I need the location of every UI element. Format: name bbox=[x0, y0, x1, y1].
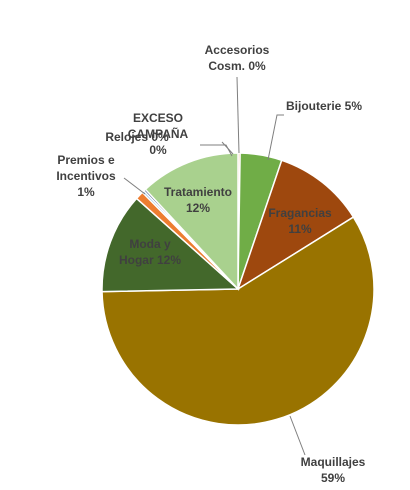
pie-slice-moda-y-hogar bbox=[101, 197, 240, 293]
slice-label: Accesorios Cosm. 0% bbox=[205, 43, 270, 73]
slice-label: Bijouterie 5% bbox=[286, 99, 362, 113]
leader-line bbox=[236, 76, 240, 154]
slice-label: Fragancias 11% bbox=[268, 206, 332, 236]
pie-slice-tratamiento bbox=[144, 152, 239, 291]
leader-line bbox=[267, 114, 284, 161]
slice-label: EXCESO CAMPAÑA 0% bbox=[128, 111, 189, 157]
pie-slice-fragancias bbox=[236, 159, 355, 291]
slice-label: Relojes 0% bbox=[105, 130, 169, 144]
pie-slice-maquillajes bbox=[101, 216, 375, 426]
leader-line bbox=[123, 177, 146, 195]
slice-label: Tratamiento 12% bbox=[164, 185, 232, 215]
leader-line bbox=[221, 141, 234, 155]
pie-slices bbox=[101, 152, 375, 426]
slice-label: Moda y Hogar 12% bbox=[119, 237, 181, 267]
slice-labels: Accesorios Cosm. 0% Bijouterie 5% Fragancia… bbox=[56, 43, 365, 485]
leader-line bbox=[200, 144, 233, 157]
slice-label: Maquillajes 59% bbox=[301, 455, 366, 485]
leader-line bbox=[289, 415, 306, 456]
slice-label: Premios e Incentivos 1% bbox=[56, 153, 116, 199]
leader-lines bbox=[123, 76, 306, 456]
